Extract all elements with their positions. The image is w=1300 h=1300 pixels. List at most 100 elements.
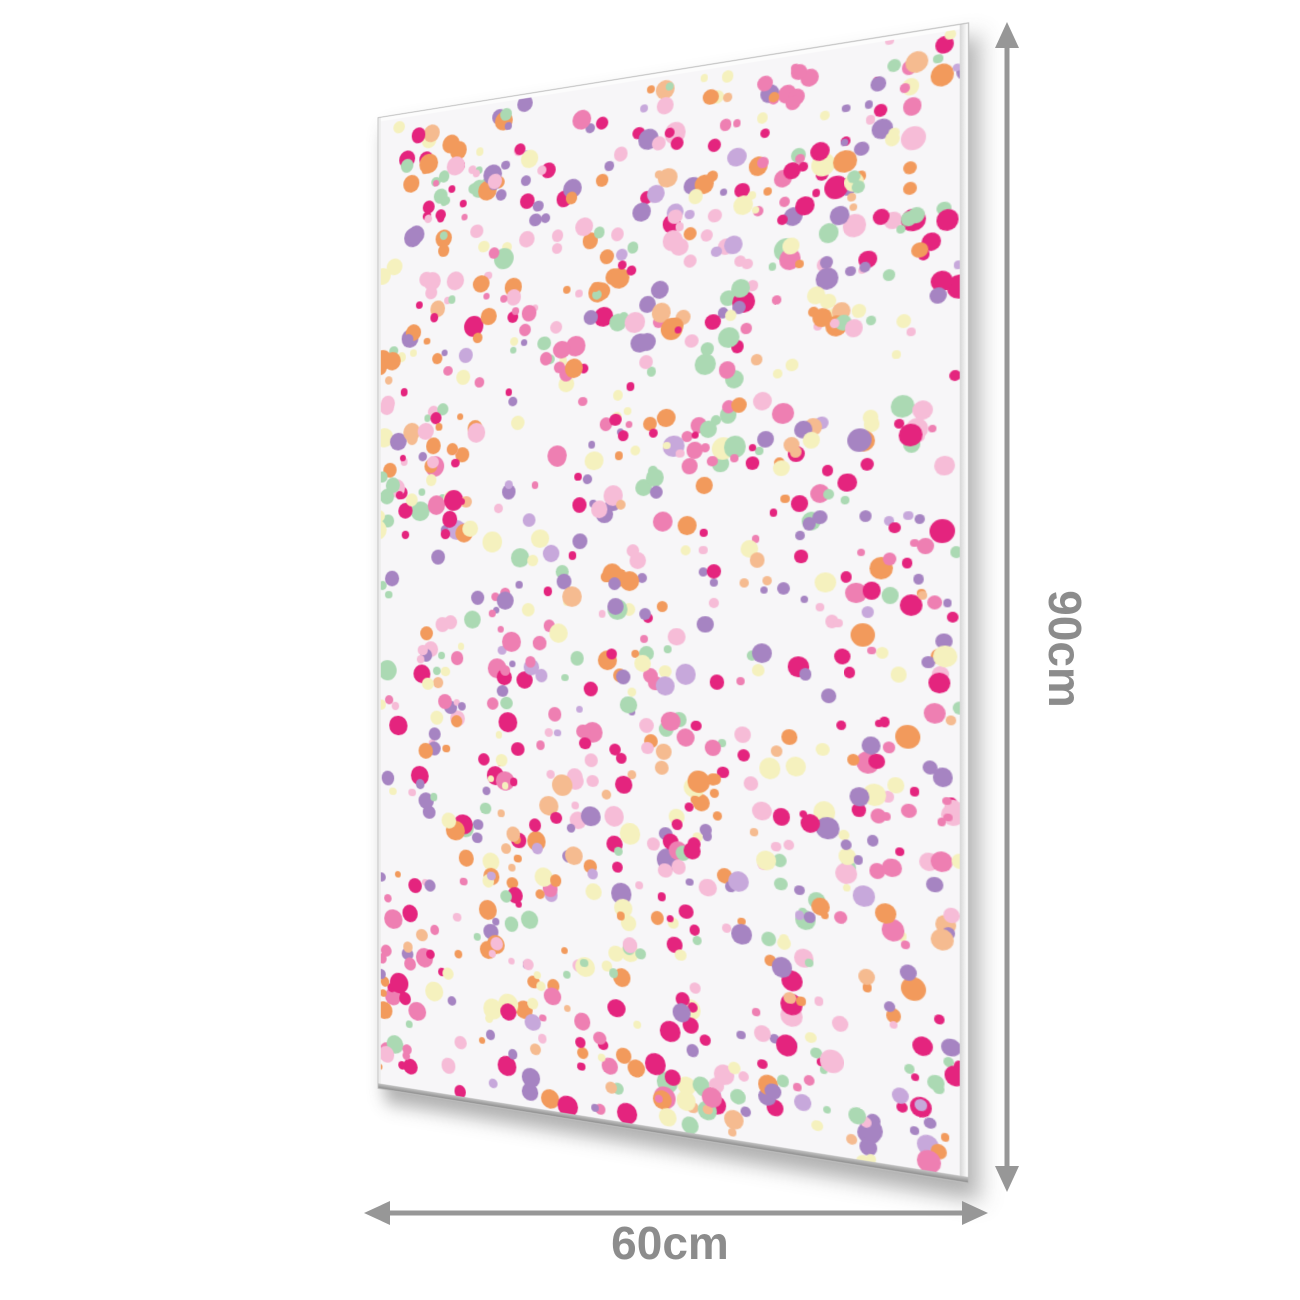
confetti-dot: [627, 241, 639, 254]
confetti-dot: [498, 711, 518, 733]
confetti-dot: [783, 161, 801, 180]
confetti-dot: [568, 551, 577, 560]
confetti-dot: [633, 1020, 642, 1029]
confetti-dot: [487, 696, 499, 710]
confetti-dot: [772, 807, 791, 826]
confetti-dot: [380, 1063, 383, 1071]
confetti-dot: [842, 883, 851, 892]
confetti-dot: [485, 1028, 496, 1041]
confetti-dot: [864, 99, 874, 109]
confetti-dot: [552, 774, 573, 797]
confetti-dot: [847, 1105, 866, 1126]
confetti-dot: [394, 870, 401, 879]
confetti-dot: [529, 1042, 542, 1057]
confetti-dot: [844, 318, 864, 338]
confetti-dot: [687, 770, 710, 794]
confetti-dot: [943, 907, 960, 924]
confetti-dot: [578, 396, 588, 407]
confetti-dot: [624, 311, 645, 334]
confetti-dot: [616, 668, 631, 685]
confetti-dot: [657, 892, 667, 902]
confetti-dot: [522, 603, 535, 617]
confetti-dot: [613, 846, 623, 857]
confetti-dot: [700, 73, 709, 83]
confetti-dot: [615, 775, 633, 795]
confetti-dot: [770, 744, 783, 757]
confetti-dot: [775, 1033, 798, 1058]
confetti-dot: [926, 876, 943, 893]
confetti-dot: [928, 672, 951, 694]
confetti-dot: [517, 94, 533, 114]
confetti-dot: [416, 928, 428, 942]
confetti-dot: [777, 582, 790, 595]
confetti-dot: [402, 903, 418, 923]
confetti-dot: [757, 112, 768, 124]
confetti-dot: [470, 223, 483, 239]
confetti-dot: [840, 571, 852, 583]
confetti-dot: [916, 537, 934, 555]
confetti-dot: [680, 545, 691, 556]
confetti-dot: [482, 531, 502, 553]
confetti-dot: [895, 724, 921, 750]
confetti-dot: [459, 347, 474, 364]
confetti-dot: [750, 353, 763, 366]
confetti-dot: [437, 651, 445, 659]
confetti-dot: [474, 376, 485, 389]
confetti-dot: [741, 257, 754, 271]
confetti-dot: [430, 710, 444, 726]
confetti-dot: [944, 29, 956, 41]
confetti-dot: [390, 971, 409, 995]
confetti-dot: [626, 265, 637, 277]
confetti-dot: [682, 457, 698, 475]
confetti-dot: [610, 227, 624, 243]
confetti-dot: [823, 1104, 831, 1114]
confetti-dot: [723, 92, 733, 103]
confetti-dot: [454, 1035, 467, 1051]
confetti-dot: [634, 655, 651, 672]
confetti-dot: [690, 795, 700, 805]
confetti-dot: [525, 656, 536, 668]
confetti-dot: [422, 677, 435, 691]
confetti-dot: [626, 382, 635, 391]
confetti-dot: [478, 240, 490, 254]
confetti-dot: [689, 924, 700, 936]
confetti-dot: [890, 666, 907, 683]
confetti-dot: [585, 882, 602, 901]
confetti-dot: [586, 774, 599, 788]
confetti-dot: [521, 910, 539, 931]
confetti-dot: [463, 610, 481, 629]
confetti-dot: [671, 858, 686, 875]
confetti-dot: [721, 69, 734, 84]
confetti-dot: [429, 792, 438, 802]
confetti-dot: [400, 388, 408, 397]
confetti-dot: [655, 760, 669, 776]
confetti-dot: [582, 474, 592, 485]
confetti-dot: [487, 870, 496, 881]
confetti-dot: [890, 394, 915, 419]
confetti-dot: [408, 788, 416, 797]
confetti-dot: [431, 549, 446, 565]
confetti-dot: [685, 877, 694, 887]
confetti-dot: [576, 1046, 589, 1061]
confetti-dot: [816, 742, 830, 757]
confetti-dot: [588, 440, 596, 449]
confetti-dot: [637, 331, 656, 352]
confetti-dot: [737, 749, 751, 763]
confetti-dot: [943, 1064, 960, 1089]
confetti-dot: [755, 446, 764, 455]
confetti-dot: [677, 515, 697, 536]
confetti-dot: [882, 740, 896, 754]
confetti-dot: [857, 548, 866, 557]
confetti-dot: [853, 885, 875, 908]
confetti-dot: [795, 259, 804, 269]
confetti-dot: [881, 586, 899, 604]
confetti-dot: [658, 1106, 677, 1128]
confetti-dot: [740, 322, 752, 335]
confetti-dot: [657, 96, 674, 116]
confetti-dot: [926, 595, 943, 610]
confetti-dot: [796, 996, 806, 1007]
confetti-dot: [694, 352, 716, 376]
confetti-dot: [795, 195, 815, 216]
confetti-dot: [812, 188, 821, 198]
confetti-dot: [949, 370, 960, 382]
